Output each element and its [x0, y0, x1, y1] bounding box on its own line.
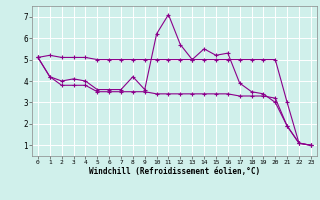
X-axis label: Windchill (Refroidissement éolien,°C): Windchill (Refroidissement éolien,°C)	[89, 167, 260, 176]
